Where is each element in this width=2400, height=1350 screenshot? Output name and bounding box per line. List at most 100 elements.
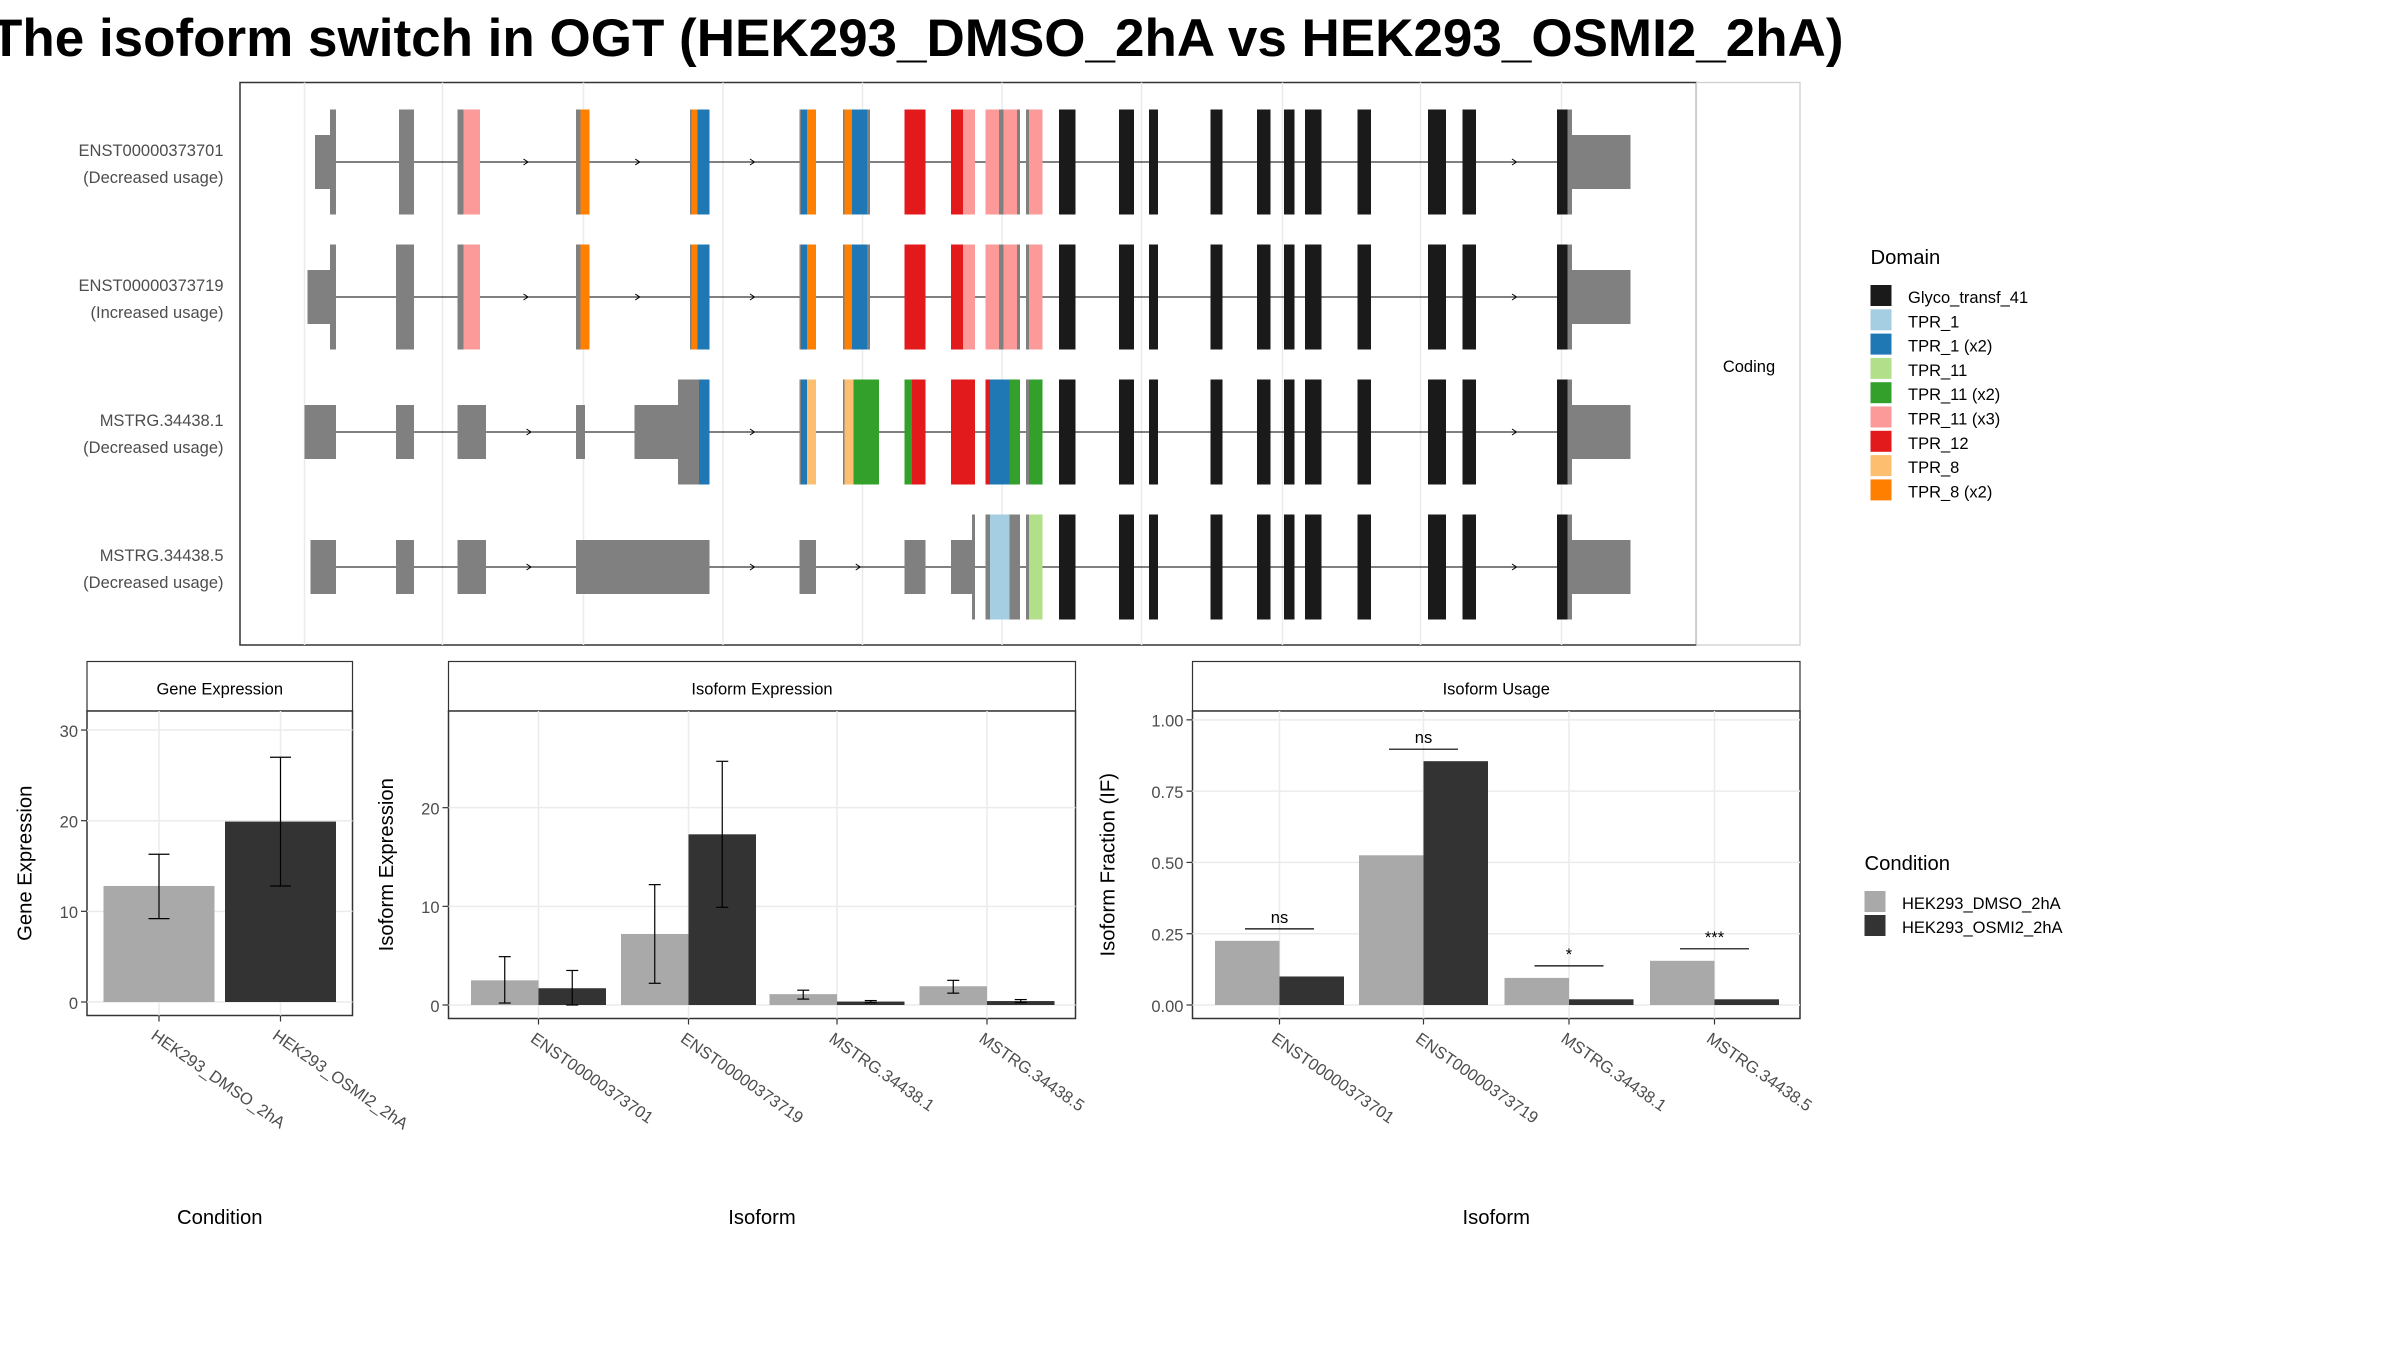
domain-block <box>904 244 926 350</box>
domain-block <box>1557 244 1568 350</box>
bar-HEK293_DMSO_2hA <box>1504 977 1569 1005</box>
domain-legend-label: TPR_11 (x3) <box>1908 411 2000 429</box>
condition-legend-key <box>1864 891 1886 912</box>
domain-block <box>580 244 590 350</box>
domain-block <box>1557 514 1568 620</box>
significance-label: ns <box>1415 729 1432 747</box>
x-tick-label: HEK293_OSMI2_2hA <box>269 1027 411 1134</box>
domain-block <box>852 244 867 350</box>
utr-exon <box>457 540 486 594</box>
utr-exon <box>951 540 972 594</box>
x-tick-label: ENST00000373719 <box>677 1030 806 1128</box>
figure-title: The isoform switch in OGT (HEK293_DMSO_2… <box>0 9 1844 68</box>
intron-arrow <box>749 563 756 571</box>
domain-block <box>691 109 698 215</box>
intron-arrow <box>1511 158 1518 166</box>
intron-arrow <box>855 563 862 571</box>
y-tick-label: 0.50 <box>1151 855 1183 873</box>
domain-block <box>463 244 480 350</box>
domain-legend-title: Domain <box>1871 247 1941 269</box>
y-tick-label: 0.25 <box>1151 926 1183 944</box>
bar-HEK293_OSMI2_2hA <box>837 1001 905 1005</box>
domain-block <box>1428 379 1446 485</box>
isoform-usage-label: (Increased usage) <box>91 304 224 322</box>
domain-legend-label: TPR_1 (x2) <box>1908 338 1992 356</box>
domain-block <box>1462 379 1476 485</box>
intron-arrow <box>1511 293 1518 301</box>
domain-block <box>852 109 867 215</box>
domain-legend-key <box>1870 382 1892 404</box>
domain-block <box>1149 109 1158 215</box>
domain-block <box>1119 514 1134 620</box>
domain-block <box>1462 109 1476 215</box>
domain-block <box>1257 109 1271 215</box>
bar-HEK293_OSMI2_2hA <box>1569 999 1634 1005</box>
condition-legend-label: HEK293_OSMI2_2hA <box>1902 919 2063 937</box>
panel-strip <box>86 660 354 712</box>
domain-block <box>904 379 912 485</box>
domain-block <box>1119 109 1134 215</box>
utr-exon <box>1572 135 1631 189</box>
intron-arrow <box>526 428 532 436</box>
domain-legend-key <box>1870 406 1892 428</box>
panel-strip-label: Isoform Expression <box>691 681 832 699</box>
intron-arrow <box>749 293 756 301</box>
domain-block <box>1210 379 1223 485</box>
domain-block <box>691 244 698 350</box>
domain-block <box>1305 244 1322 350</box>
bar-HEK293_OSMI2_2hA <box>1714 999 1779 1005</box>
domain-legend-key <box>1870 309 1892 331</box>
domain-legend-label: TPR_11 (x2) <box>1908 386 2000 404</box>
utr-exon <box>315 135 333 189</box>
significance-label: *** <box>1705 929 1725 947</box>
coding-exon <box>330 109 336 215</box>
x-axis-label: Isoform <box>728 1207 796 1229</box>
bar-HEK293_DMSO_2hA <box>1650 960 1715 1005</box>
domain-block <box>1149 514 1158 620</box>
intron-arrow <box>634 158 641 166</box>
domain-block <box>990 514 1010 620</box>
bar-HEK293_DMSO_2hA <box>1215 940 1280 1005</box>
domain-block <box>1059 244 1076 350</box>
domain-legend-key <box>1870 455 1892 477</box>
intron-arrow <box>749 428 756 436</box>
domain-block <box>463 109 480 215</box>
domain-block <box>1029 514 1043 620</box>
significance-label: * <box>1566 946 1573 964</box>
x-tick-label: MSTRG.34438.5 <box>1703 1030 1815 1116</box>
x-tick-label: HEK293_DMSO_2hA <box>148 1027 288 1133</box>
domain-block <box>1059 379 1076 485</box>
domain-block <box>951 379 975 485</box>
intron-arrow <box>1511 563 1518 571</box>
utr-exon <box>396 405 414 459</box>
domain-block <box>1557 109 1568 215</box>
domain-block <box>844 109 852 215</box>
y-tick-label: 0 <box>69 995 78 1013</box>
domain-legend-label: TPR_8 (x2) <box>1908 483 1992 501</box>
domain-block <box>807 244 816 350</box>
domain-block <box>985 244 999 350</box>
domain-block <box>1428 244 1446 350</box>
panel-strip <box>447 660 1077 712</box>
domain-block <box>1059 514 1076 620</box>
domain-block <box>1210 244 1223 350</box>
utr-exon <box>396 540 414 594</box>
domain-legend-key <box>1870 479 1892 501</box>
intron-arrow <box>523 293 529 301</box>
utr-exon <box>799 540 816 594</box>
panel-strip-label: Isoform Usage <box>1443 681 1550 699</box>
domain-block <box>801 244 807 350</box>
domain-block <box>580 109 590 215</box>
domain-block <box>1003 244 1017 350</box>
domain-block <box>1257 244 1271 350</box>
isoform-label: ENST00000373719 <box>79 277 224 295</box>
y-tick-label: 1.00 <box>1151 713 1183 731</box>
condition-legend-key <box>1864 915 1886 936</box>
x-tick-label: ENST00000373701 <box>1268 1030 1397 1128</box>
domain-block <box>1257 379 1271 485</box>
y-axis-label: Isoform Fraction (IF) <box>1098 773 1120 956</box>
domain-block <box>904 109 926 215</box>
domain-block <box>801 109 807 215</box>
utr-exon <box>904 540 926 594</box>
